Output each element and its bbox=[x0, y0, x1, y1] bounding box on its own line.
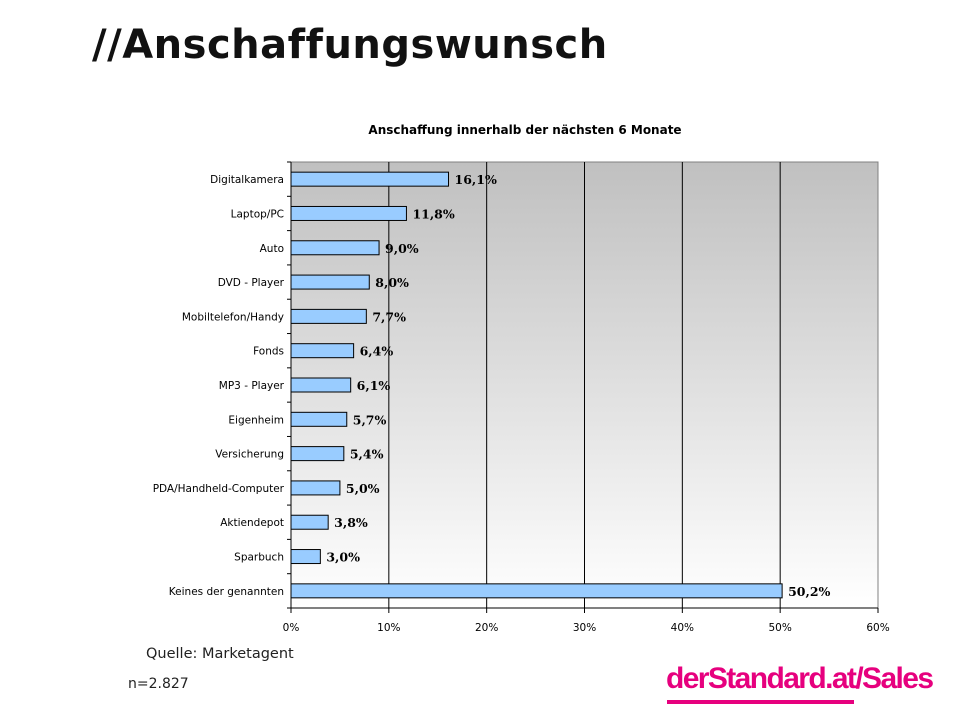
brand-logo: derStandard.at/Sales bbox=[666, 662, 934, 695]
x-tick-label: 0% bbox=[283, 622, 300, 634]
category-label: Mobiltelefon/Handy bbox=[182, 311, 284, 323]
category-label: Digitalkamera bbox=[210, 174, 284, 186]
bar bbox=[290, 171, 450, 187]
category-label: MP3 - Player bbox=[219, 380, 285, 392]
category-label: Aktiendepot bbox=[220, 517, 284, 529]
bar bbox=[290, 514, 329, 530]
value-label: 5,7% bbox=[353, 412, 387, 427]
bar bbox=[290, 240, 380, 256]
category-label: Versicherung bbox=[215, 449, 284, 461]
bar bbox=[290, 308, 367, 324]
value-label: 5,0% bbox=[346, 481, 380, 496]
x-tick-label: 40% bbox=[671, 622, 694, 634]
value-label: 3,8% bbox=[334, 515, 368, 530]
bar bbox=[290, 377, 352, 393]
category-label: Auto bbox=[260, 243, 284, 255]
value-label: 50,2% bbox=[788, 584, 830, 599]
x-tick-label: 20% bbox=[475, 622, 498, 634]
value-label: 3,0% bbox=[326, 550, 360, 565]
value-label: 16,1% bbox=[455, 172, 497, 187]
value-label: 8,0% bbox=[375, 275, 409, 290]
x-tick-label: 30% bbox=[573, 622, 596, 634]
category-label: Sparbuch bbox=[234, 552, 284, 564]
bar bbox=[290, 583, 783, 599]
sample-size: n=2.827 bbox=[128, 676, 189, 692]
category-label: Eigenheim bbox=[228, 414, 284, 426]
category-label: Laptop/PC bbox=[231, 208, 284, 220]
value-label: 9,0% bbox=[385, 241, 419, 256]
bar bbox=[290, 549, 321, 565]
category-label: Keines der genannten bbox=[169, 586, 284, 598]
value-label: 11,8% bbox=[412, 206, 454, 221]
bar bbox=[290, 205, 407, 221]
value-label: 6,1% bbox=[357, 378, 391, 393]
category-label: DVD - Player bbox=[218, 277, 285, 289]
source-note: Quelle: Marketagent bbox=[146, 646, 294, 662]
value-label: 6,4% bbox=[360, 344, 394, 359]
category-label: Fonds bbox=[253, 346, 284, 358]
bar bbox=[290, 411, 348, 427]
x-tick-label: 50% bbox=[768, 622, 791, 634]
x-tick-label: 10% bbox=[377, 622, 400, 634]
chart-title: Anschaffung innerhalb der nächsten 6 Mon… bbox=[368, 123, 681, 137]
bar bbox=[290, 446, 345, 462]
bar bbox=[290, 274, 370, 290]
value-label: 5,4% bbox=[350, 447, 384, 462]
bar bbox=[290, 480, 341, 496]
value-label: 7,7% bbox=[372, 309, 406, 324]
brand-underline bbox=[667, 700, 854, 704]
bar bbox=[290, 343, 355, 359]
page-title: //Anschaffungswunsch bbox=[92, 22, 608, 68]
category-label: PDA/Handheld-Computer bbox=[153, 483, 285, 495]
x-tick-label: 60% bbox=[866, 622, 889, 634]
